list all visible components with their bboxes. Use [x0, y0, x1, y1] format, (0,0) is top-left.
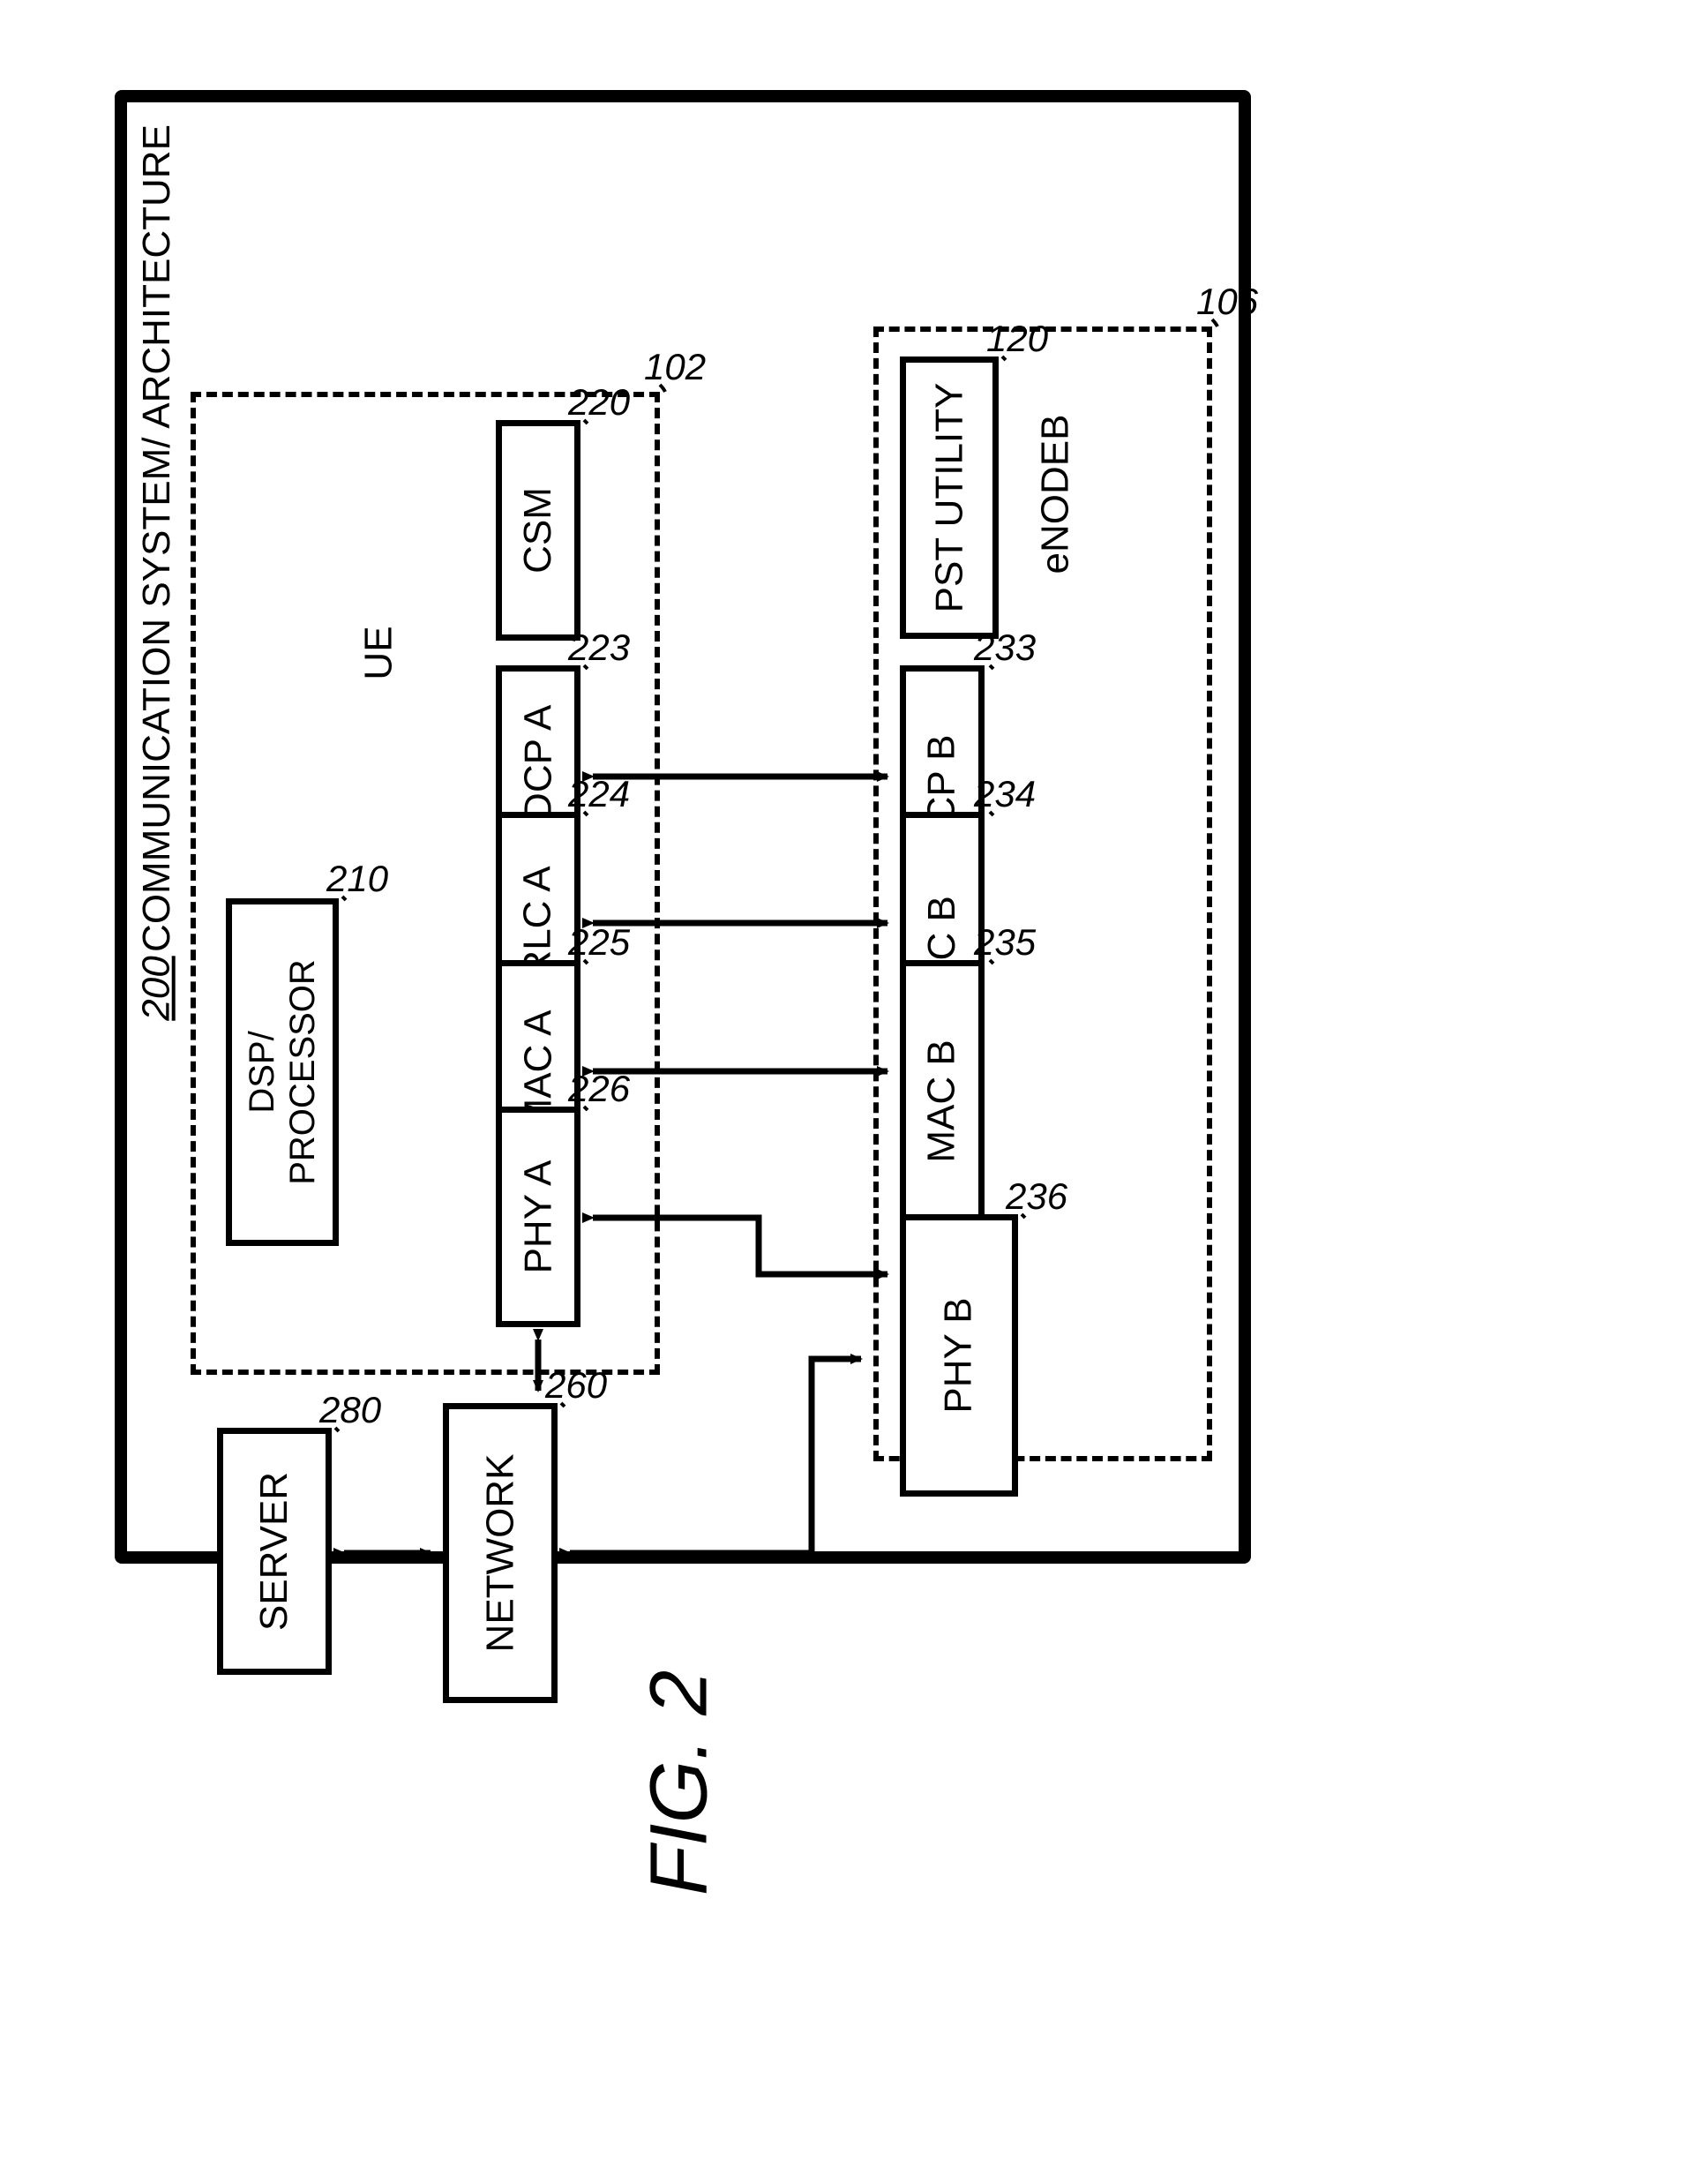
csm-ref-text: 220 [568, 381, 630, 423]
rlc-a-ref: 224 [568, 773, 630, 815]
rlc-b-ref: 234 [974, 773, 1036, 815]
server-ref-text: 280 [319, 1389, 381, 1430]
enodeb-label: eNODEB [1029, 353, 1082, 635]
rlc-b-ref-text: 234 [974, 773, 1036, 814]
pdcp-a-ref-text: 223 [568, 627, 630, 668]
pdcp-a-ref: 223 [568, 627, 630, 669]
dsp-ref: 210 [326, 858, 388, 900]
phy-b-ref: 236 [1006, 1175, 1067, 1218]
pst-label: PST UTILITY [927, 383, 971, 613]
diagram-title-ref-text: 200 [135, 956, 179, 1020]
ue-label-text: UE [357, 626, 401, 679]
phy-a-label: PHY A [516, 1160, 560, 1274]
mac-a-ref: 225 [568, 921, 630, 964]
pst-utility-box: PST UTILITY [900, 356, 999, 639]
mac-b-ref: 235 [974, 921, 1036, 964]
phy-b-box: PHY B [900, 1214, 1018, 1497]
figure-label-text: FIG. 2 [633, 1670, 726, 1895]
network-ref: 260 [545, 1364, 607, 1407]
dsp-ref-text: 210 [326, 858, 388, 899]
ue-label: UE [353, 600, 406, 706]
phy-a-box: PHY A [496, 1107, 580, 1327]
mac-b-box: MAC B [900, 960, 985, 1242]
phy-b-ref-text: 236 [1006, 1175, 1067, 1217]
rlc-a-ref-text: 224 [568, 773, 630, 814]
phy-a-ref-text: 226 [568, 1068, 630, 1109]
server-label: SERVER [252, 1472, 296, 1631]
phy-a-ref: 226 [568, 1068, 630, 1110]
csm-box: CSM [496, 420, 580, 641]
mac-b-label: MAC B [920, 1039, 964, 1162]
ue-ref-text: 102 [644, 346, 706, 387]
enodeb-label-text: eNODEB [1033, 415, 1077, 574]
csm-ref: 220 [568, 381, 630, 424]
network-ref-text: 260 [545, 1364, 607, 1406]
dsp-processor-box: DSP/PROCESSOR [226, 898, 339, 1246]
enodeb-ref: 106 [1196, 281, 1258, 323]
dsp-label-text: DSP/PROCESSOR [242, 959, 323, 1185]
phy-b-label: PHY B [937, 1297, 981, 1413]
server-ref: 280 [319, 1389, 381, 1431]
pst-ref: 120 [986, 318, 1048, 360]
pdcp-b-ref-text: 233 [974, 627, 1036, 668]
network-box: NETWORK [443, 1403, 558, 1703]
page: COMMUNICATION SYSTEM/ ARCHITECTURE 200 U… [0, 0, 1685, 2184]
mac-b-ref-text: 235 [974, 921, 1036, 963]
pst-ref-text: 120 [986, 318, 1048, 359]
figure-label: FIG. 2 [591, 1606, 768, 1959]
diagram-title: COMMUNICATION SYSTEM/ ARCHITECTURE [131, 141, 183, 935]
network-label: NETWORK [478, 1454, 522, 1653]
ue-ref: 102 [644, 346, 706, 388]
diagram-title-ref: 200 [131, 935, 183, 1041]
pdcp-b-ref: 233 [974, 627, 1036, 669]
server-box: SERVER [217, 1428, 332, 1675]
diagram-title-text: COMMUNICATION SYSTEM/ ARCHITECTURE [135, 124, 179, 952]
enodeb-ref-text: 106 [1196, 281, 1258, 322]
mac-a-ref-text: 225 [568, 921, 630, 963]
csm-label: CSM [516, 487, 560, 574]
